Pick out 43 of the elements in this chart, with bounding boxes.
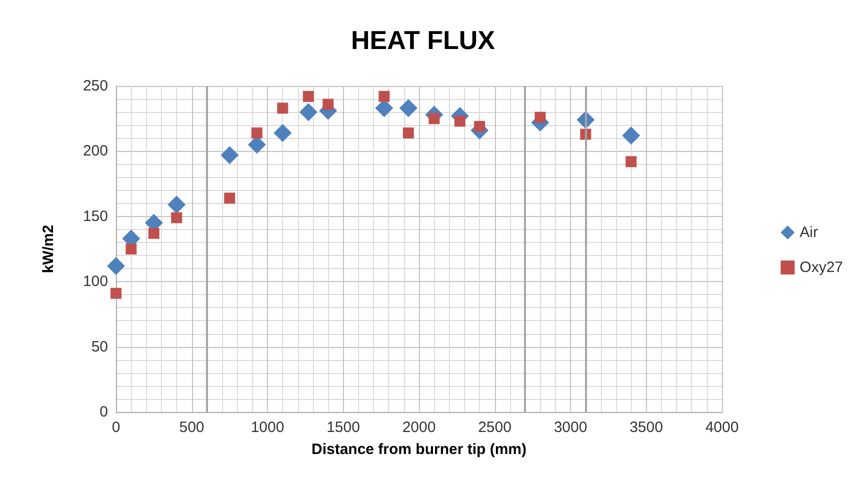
x-tick-label: 500	[179, 419, 204, 436]
point	[299, 103, 318, 122]
x-tick-label: 2500	[478, 419, 512, 436]
point	[322, 98, 334, 110]
point	[534, 112, 546, 123]
y-tick-label: 50	[91, 338, 108, 356]
x-tick-label: 1000	[250, 419, 284, 436]
y-tick-label: 200	[82, 142, 108, 160]
point	[224, 192, 236, 204]
x-tick-label: 1500	[326, 419, 360, 436]
point	[126, 244, 137, 254]
x-tick-label: 3500	[630, 419, 663, 436]
x-tick-label: 0	[112, 419, 120, 436]
x-axis-title: Distance from burner tip (mm)	[311, 441, 527, 458]
point	[148, 228, 160, 239]
point	[107, 256, 125, 275]
legend-label: Air	[800, 224, 818, 241]
point	[277, 102, 288, 114]
point	[454, 116, 466, 127]
point	[622, 126, 640, 145]
y-axis-title: kW/m2	[40, 224, 57, 274]
point	[274, 124, 292, 142]
chart-title: HEAT FLUX	[351, 25, 496, 55]
point	[220, 146, 239, 164]
legend-label: Oxy27	[800, 259, 844, 276]
point	[378, 90, 390, 102]
point	[168, 196, 186, 214]
x-tick-label: 4000	[705, 419, 739, 436]
y-tick-label: 250	[82, 78, 108, 94]
point	[110, 288, 122, 299]
y-tick-label: 0	[100, 404, 108, 420]
point	[171, 212, 182, 224]
y-tick-label: 150	[82, 208, 108, 225]
point	[302, 90, 314, 102]
point	[626, 156, 637, 168]
point	[251, 127, 262, 138]
point	[474, 120, 486, 132]
point	[428, 113, 440, 124]
x-tick-label: 2000	[402, 419, 436, 436]
point	[399, 99, 418, 118]
x-tick-label: 3000	[554, 419, 588, 436]
point	[402, 127, 414, 138]
y-tick-label: 100	[82, 273, 108, 290]
